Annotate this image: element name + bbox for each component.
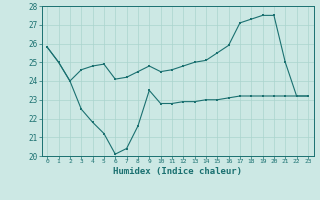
X-axis label: Humidex (Indice chaleur): Humidex (Indice chaleur) — [113, 167, 242, 176]
